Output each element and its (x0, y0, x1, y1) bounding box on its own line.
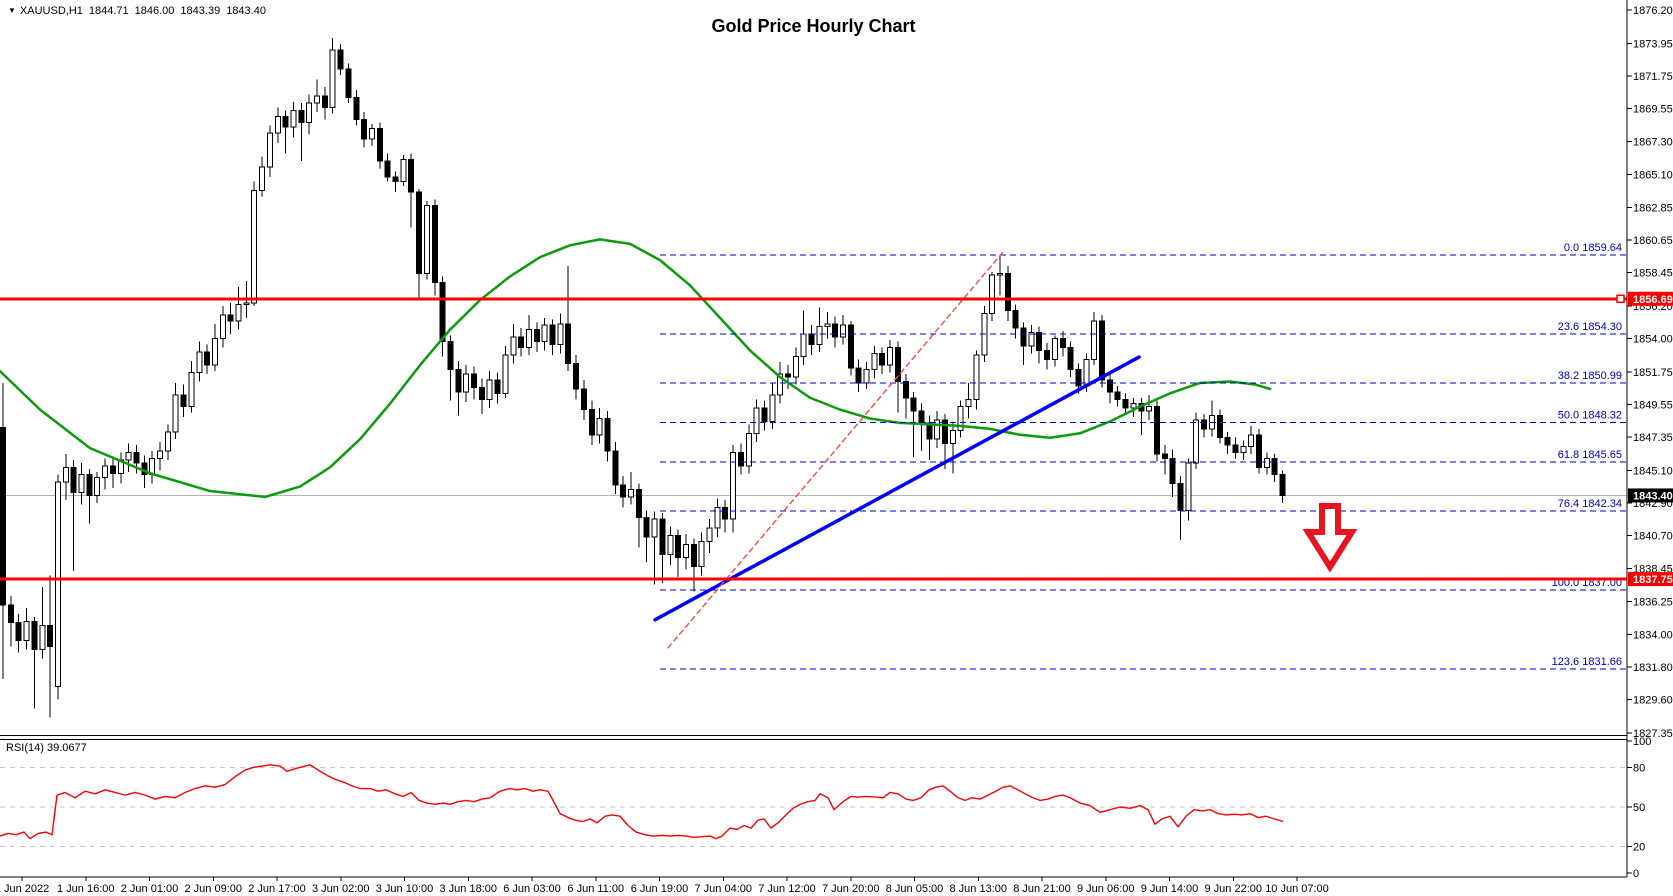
svg-text:1856.69: 1856.69 (1633, 294, 1673, 306)
price-tick-label: 1862.85 (1633, 203, 1673, 215)
fib-label-61.8: 61.8 1845.65 (1558, 449, 1622, 461)
price-tick-label: 1860.65 (1633, 235, 1673, 247)
price-tick-label: 1840.70 (1633, 530, 1673, 542)
down-arrow-icon[interactable] (1302, 503, 1358, 573)
quote-open: 1844.71 (88, 5, 129, 17)
time-tick-label: 8 Jun 21:00 (1013, 883, 1071, 895)
price-tick-label: 1876.20 (1633, 5, 1673, 17)
time-tick-label: 8 Jun 05:00 (886, 883, 944, 895)
price-tick-label: 1834.00 (1633, 630, 1673, 642)
rsi-line (0, 764, 1284, 840)
quote-high: 1846.00 (134, 5, 175, 17)
quote-low: 1843.39 (180, 5, 221, 17)
fib-label-76.4: 76.4 1842.34 (1558, 498, 1622, 510)
price-tag-1837.75: 1837.75 (1628, 572, 1673, 587)
svg-text:1843.40: 1843.40 (1633, 490, 1673, 502)
rsi-tick-label: 0 (1633, 868, 1639, 880)
time-tick-label: 3 Jun 02:00 (312, 883, 370, 895)
moving-average-line (0, 238, 1272, 499)
time-tick-label: 7 Jun 04:00 (695, 883, 753, 895)
price-tick-label: 1845.10 (1633, 465, 1673, 477)
price-tick-label: 1829.60 (1633, 695, 1673, 707)
fib-label-50.0: 50.0 1848.32 (1558, 410, 1622, 422)
price-tick-label: 1849.55 (1633, 399, 1673, 411)
fibonacci-retracement: 0.0 1859.64 23.6 1854.30 38.2 1850.99 50.0 … (660, 242, 1627, 670)
svg-text:1837.75: 1837.75 (1633, 574, 1673, 586)
candles-layer (0, 38, 1286, 718)
time-tick-label: 9 Jun 06:00 (1077, 883, 1135, 895)
time-tick-label: 6 Jun 03:00 (503, 883, 561, 895)
time-tick-label: 9 Jun 14:00 (1141, 883, 1199, 895)
price-tag-1843.40: 1843.40 (1628, 488, 1673, 503)
time-tick-label: 7 Jun 20:00 (822, 883, 880, 895)
panel-borders (0, 0, 1628, 878)
time-tick-label: 3 Jun 10:00 (376, 883, 434, 895)
time-tick-label: 7 Jun 12:00 (758, 883, 816, 895)
price-tick-label: 1869.55 (1633, 103, 1673, 115)
time-tick-label: 1 Jun 16:00 (57, 883, 115, 895)
time-tick-label: 6 Jun 19:00 (631, 883, 689, 895)
page-title: Gold Price Hourly Chart (711, 16, 916, 36)
fib-label-0.0: 0.0 1859.64 (1564, 242, 1622, 254)
price-tick-label: 1836.25 (1633, 596, 1673, 608)
price-tick-label: 1873.95 (1633, 38, 1673, 50)
rsi-indicator-label: RSI(14) 39.0677 (6, 742, 87, 754)
steep-dashed-trendline[interactable] (667, 251, 1004, 649)
price-tick-label: 1854.00 (1633, 334, 1673, 346)
time-tick-label: 6 Jun 11:00 (567, 883, 624, 895)
fib-label-123.6: 123.6 1831.66 (1552, 656, 1622, 668)
price-tick-label: 1867.30 (1633, 137, 1673, 149)
time-axis[interactable]: 1 Jun 2022 1 Jun 16:00 2 Jun 01:00 2 Jun 09… (0, 877, 1329, 895)
time-tick-label: 2 Jun 17:00 (248, 883, 306, 895)
rsi-tick-label: 80 (1633, 762, 1645, 774)
rsi-tick-label: 50 (1633, 802, 1645, 814)
price-tick-label: 1865.10 (1633, 169, 1673, 181)
price-tick-label: 1858.45 (1633, 268, 1673, 280)
price-tick-label: 1831.80 (1633, 662, 1673, 674)
price-tick-label: 1851.75 (1633, 367, 1673, 379)
chart-dropdown-icon: ▼ (8, 6, 16, 15)
time-tick-label: 1 Jun 2022 (0, 883, 49, 895)
rsi-tick-label: 20 (1633, 842, 1645, 854)
fib-label-38.2: 38.2 1850.99 (1558, 370, 1622, 382)
price-axis[interactable]: 1876.20 1873.95 1871.75 1869.55 1867.30 1865.… (1627, 5, 1673, 740)
price-tag-1856.69: 1856.69 (1628, 291, 1673, 306)
time-tick-label: 9 Jun 22:00 (1205, 883, 1263, 895)
rsi-panel (0, 764, 1627, 848)
rsi-tick-label: 100 (1633, 736, 1651, 748)
time-tick-label: 3 Jun 18:00 (440, 883, 498, 895)
line-endpoint-marker[interactable] (1616, 294, 1625, 304)
price-tick-label: 1827.35 (1633, 728, 1673, 740)
time-tick-label: 2 Jun 01:00 (121, 883, 179, 895)
fib-label-23.6: 23.6 1854.30 (1558, 321, 1622, 333)
symbol-label: XAUUSD,H1 (19, 5, 83, 17)
price-tick-label: 1847.35 (1633, 432, 1673, 444)
time-tick-label: 2 Jun 09:00 (185, 883, 243, 895)
quote-close: 1843.40 (226, 5, 266, 17)
price-tick-label: 1871.75 (1633, 71, 1673, 83)
ascending-support-trendline[interactable] (653, 355, 1141, 622)
time-tick-label: 8 Jun 13:00 (950, 883, 1008, 895)
rsi-scale[interactable]: 100 80 50 20 0 (1627, 736, 1651, 880)
symbol-info: ▼ XAUUSD,H1 1844.71 1846.00 1843.39 1843.40 (8, 5, 266, 17)
time-tick-label: 10 Jun 07:00 (1265, 883, 1329, 895)
